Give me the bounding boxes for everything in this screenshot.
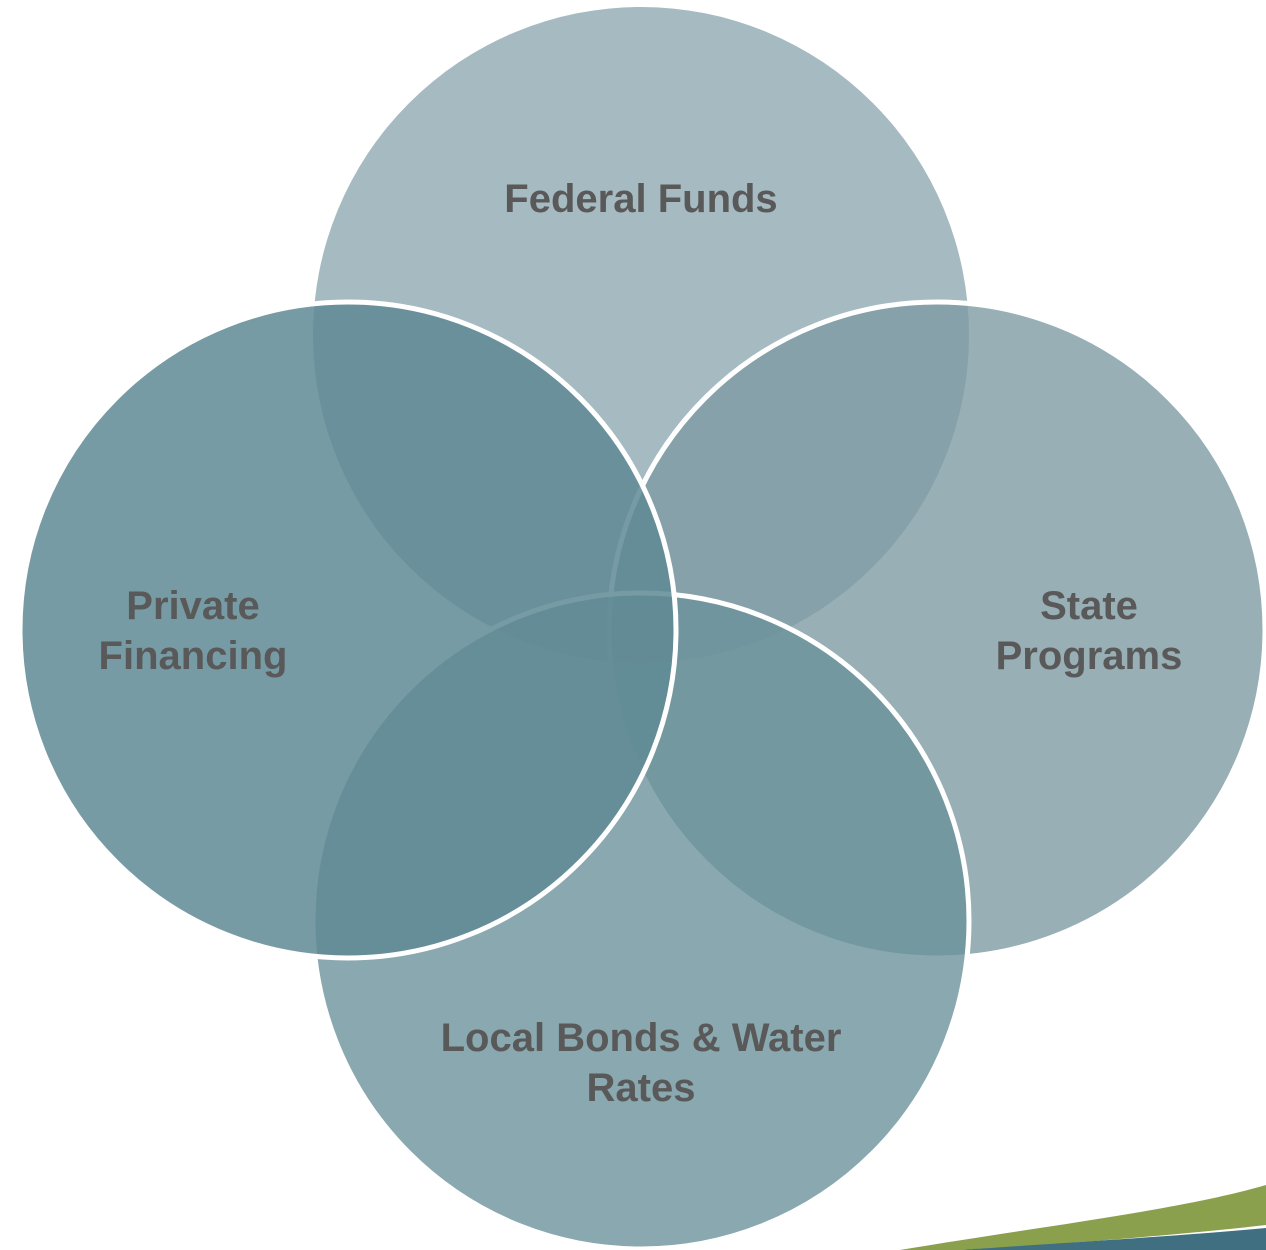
circles — [17, 7, 1266, 1250]
node-label: Financing — [99, 634, 288, 678]
labels: Federal Funds State Programs Local Bonds & … — [99, 177, 1183, 1110]
circle — [17, 299, 679, 961]
node-label: Federal Funds — [504, 177, 777, 221]
swoosh-blue — [960, 1228, 1266, 1250]
node-label: Private — [126, 584, 259, 628]
node-label: Local Bonds & Water — [441, 1016, 842, 1060]
swoosh-green — [900, 1185, 1266, 1250]
node-label: Programs — [996, 634, 1183, 678]
node-label: State — [1040, 584, 1138, 628]
node-label: Rates — [587, 1066, 696, 1110]
